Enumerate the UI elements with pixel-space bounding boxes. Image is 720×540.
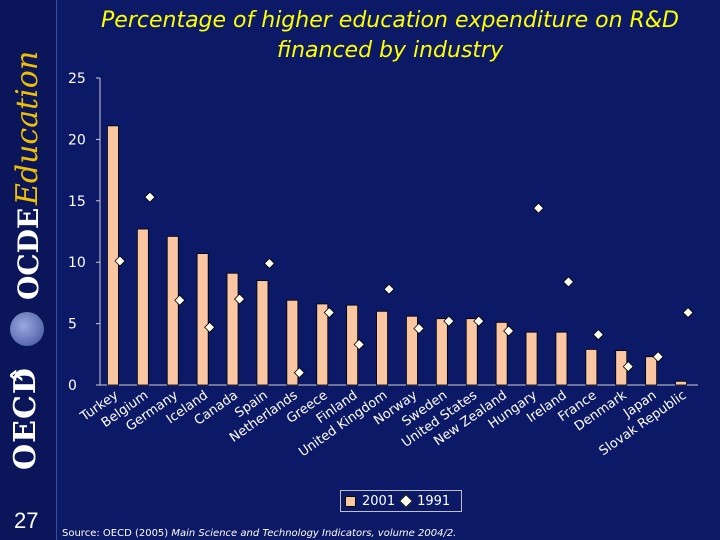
bar-2001	[316, 303, 329, 386]
sidebar: Education OCDE « OECD	[0, 0, 57, 540]
marker-1991	[562, 276, 575, 288]
sidebar-divider	[56, 0, 57, 540]
y-tick-label: 20	[68, 132, 86, 148]
page-number: 27	[14, 508, 39, 533]
bar-2001	[585, 348, 598, 386]
marker-1991	[652, 351, 664, 363]
marker-1991	[383, 283, 395, 295]
marker-1991	[263, 257, 276, 269]
marker-1991	[293, 367, 305, 379]
y-tick-label: 25	[68, 71, 86, 87]
source-title: Main Science and Technology Indicators, …	[171, 528, 457, 539]
marker-1991	[592, 329, 604, 341]
oecd-chevron-icon: «	[8, 360, 25, 390]
legend-label-bar: 2001	[362, 493, 396, 509]
legend: 2001 1991	[340, 490, 462, 512]
marker-1991	[682, 306, 694, 319]
y-tick-label: 10	[68, 255, 86, 271]
legend-swatch-marker	[399, 493, 414, 509]
bar-2001	[525, 331, 538, 386]
marker-1991	[323, 306, 335, 319]
marker-1991	[413, 322, 425, 335]
bar-2001	[286, 299, 299, 386]
plot-background	[100, 78, 698, 385]
source-note: Source: OECD (2005) Main Science and Tec…	[62, 528, 456, 539]
marker-1991	[144, 191, 156, 203]
marker-1991	[204, 321, 216, 333]
y-tick-label: 0	[68, 378, 77, 394]
marker-1991	[443, 315, 455, 327]
oecd-globe-icon	[10, 312, 44, 346]
marker-1991	[114, 255, 126, 267]
y-tick-label: 5	[68, 317, 77, 333]
bar-2001	[226, 272, 239, 386]
marker-1991	[473, 315, 485, 327]
chart-title: Percentage of higher education expenditu…	[101, 8, 679, 63]
bar-2001	[465, 318, 478, 386]
bar-2001	[495, 321, 508, 386]
bar-2001	[256, 280, 269, 386]
marker-1991	[233, 293, 246, 305]
bar-2001	[675, 380, 687, 386]
bar-2001	[376, 310, 388, 386]
marker-1991	[174, 294, 186, 306]
source-prefix: Source: OECD (2005)	[62, 528, 172, 539]
bar-2001	[166, 236, 179, 386]
legend-swatch-bar	[345, 495, 356, 507]
marker-1991	[622, 361, 634, 373]
marker-1991	[353, 338, 365, 351]
marker-1991	[503, 325, 515, 337]
bar-2001	[107, 125, 119, 386]
bar-2001	[555, 331, 568, 386]
y-tick-label: 15	[68, 194, 86, 210]
bar-2001	[435, 318, 448, 386]
bar-2001	[196, 253, 209, 386]
bar-2001	[645, 356, 658, 386]
marker-1991	[532, 202, 545, 214]
bar-2001	[406, 315, 418, 386]
bar-2001	[136, 228, 149, 386]
legend-label-marker: 1991	[417, 493, 451, 509]
